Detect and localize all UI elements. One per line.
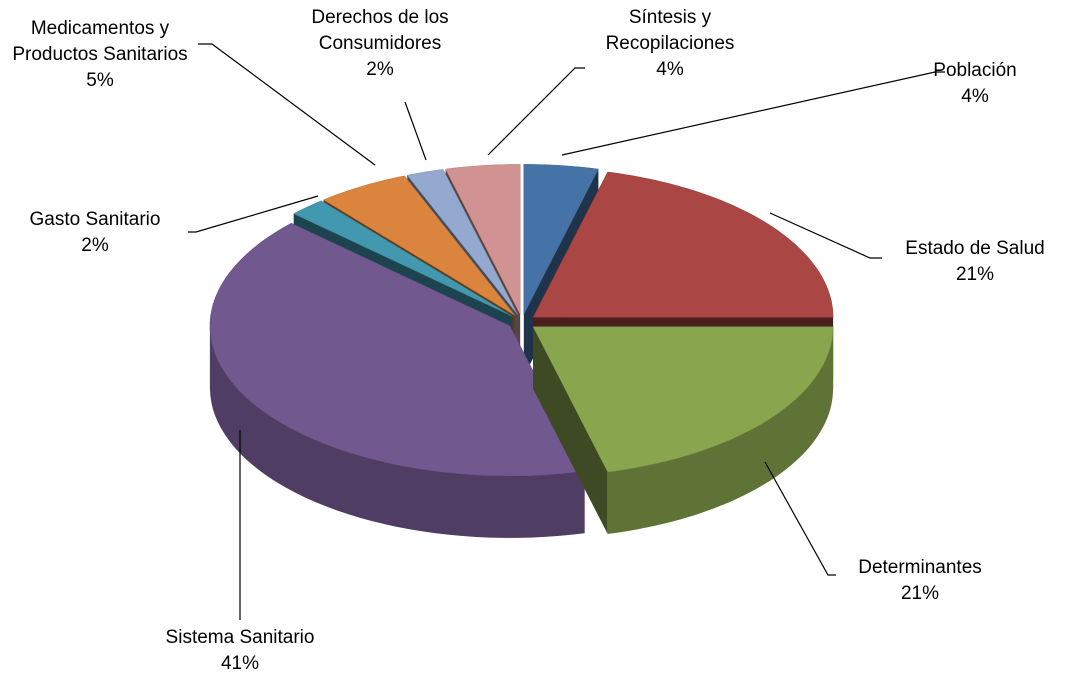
category-name: Derechos de los Consumidores xyxy=(311,7,449,54)
slice-label: Medicamentos y Productos Sanitarios 5% xyxy=(10,16,190,94)
pie-slice xyxy=(532,326,834,534)
slice-top xyxy=(445,164,521,315)
slice-top xyxy=(209,222,585,477)
slice-label: Estado de Salud 21% xyxy=(880,236,1066,288)
slice-label: Población 4% xyxy=(905,58,1045,110)
category-name: Síntesis y Recopilaciones xyxy=(605,7,735,54)
slice-top xyxy=(293,200,513,317)
slice-label: Sistema Sanitario 41% xyxy=(120,625,360,677)
percent-label: 4% xyxy=(961,86,989,107)
leader-line xyxy=(764,461,836,576)
category-name: Gasto Sanitario xyxy=(29,209,161,230)
slice-cut-face xyxy=(533,326,608,534)
category-name: Población xyxy=(933,60,1017,81)
pie-slice xyxy=(209,222,585,538)
slice-top xyxy=(406,169,518,315)
leader-line xyxy=(561,71,945,156)
percent-label: 2% xyxy=(366,59,394,80)
slice-side-wall xyxy=(607,326,834,534)
slice-top xyxy=(532,326,834,473)
category-name: Determinantes xyxy=(858,557,982,578)
slice-label: Síntesis y Recopilaciones 4% xyxy=(590,5,750,83)
category-name: Sistema Sanitario xyxy=(165,627,315,648)
slice-label: Derechos de los Consumidores 2% xyxy=(300,5,460,83)
percent-label: 41% xyxy=(220,653,260,674)
leader-line xyxy=(188,195,319,233)
leader-line xyxy=(769,212,882,259)
percent-label: 5% xyxy=(86,70,114,91)
slice-top xyxy=(532,171,834,318)
percent-label: 4% xyxy=(656,59,684,80)
category-name: Estado de Salud xyxy=(905,238,1045,259)
leader-line xyxy=(404,101,427,161)
slice-label: Gasto Sanitario 2% xyxy=(0,207,190,259)
percent-label: 2% xyxy=(81,235,109,256)
percent-label: 21% xyxy=(955,264,995,285)
slice-top xyxy=(523,164,599,315)
slice-side-wall xyxy=(209,325,585,538)
leader-line xyxy=(198,43,376,166)
slice-top xyxy=(323,175,516,316)
leader-line xyxy=(487,67,585,156)
percent-label: 21% xyxy=(900,583,940,604)
category-name: Medicamentos y Productos Sanitarios xyxy=(12,18,188,65)
slice-label: Determinantes 21% xyxy=(830,555,1010,607)
